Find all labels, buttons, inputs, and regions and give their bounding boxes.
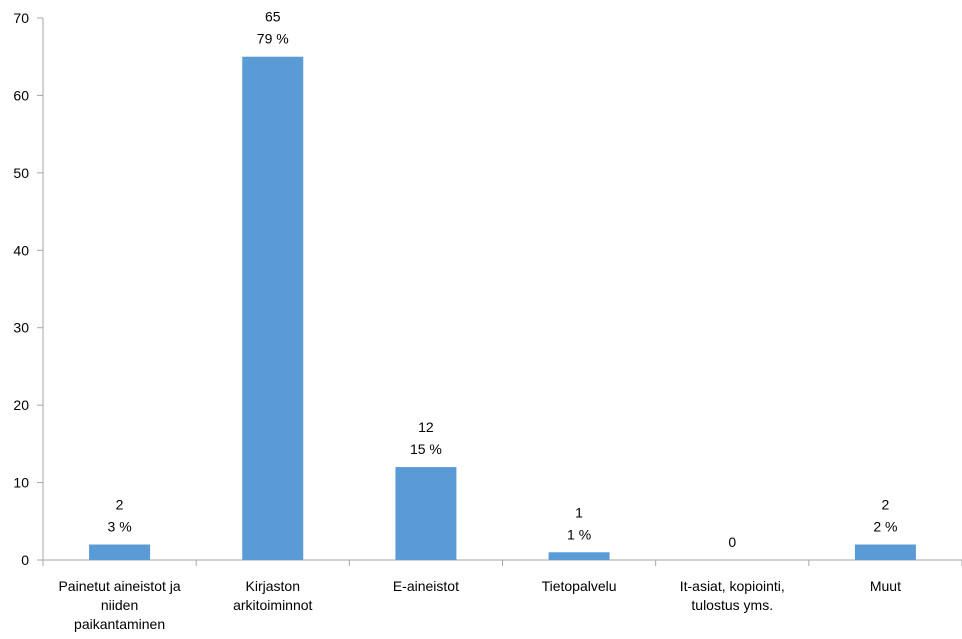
- x-category-label: It-asiat, kopiointi,: [680, 578, 785, 594]
- data-label-count: 65: [265, 9, 281, 25]
- bars: [89, 56, 916, 560]
- x-category-label: Muut: [870, 578, 901, 594]
- y-tick-label: 0: [21, 552, 29, 568]
- bar: [395, 467, 457, 560]
- data-label-count: 1: [575, 504, 583, 520]
- data-label-percent: 79 %: [257, 31, 289, 47]
- x-axis: Painetut aineistot ja niiden paikantaminen…: [42, 559, 962, 632]
- data-label-percent: 15 %: [410, 441, 442, 457]
- y-tick-label: 20: [13, 397, 29, 413]
- bar: [854, 544, 916, 560]
- y-tick-label: 30: [13, 320, 29, 336]
- x-category-label: niiden: [101, 597, 138, 613]
- y-tick-label: 50: [13, 165, 29, 181]
- y-axis: 0 10 20 30 40 50 60 70: [13, 10, 44, 568]
- data-label-percent: 3 %: [108, 519, 132, 535]
- y-tick-label: 10: [13, 475, 29, 491]
- x-category-label: Painetut aineistot ja: [58, 578, 180, 594]
- bar: [242, 56, 304, 560]
- x-category-label: paikantaminen: [74, 616, 165, 632]
- x-category-label: Tietopalvelu: [542, 578, 617, 594]
- data-label-count: 2: [882, 497, 890, 513]
- y-tick-label: 40: [13, 242, 29, 258]
- x-category-label: tulostus yms.: [691, 597, 773, 613]
- bar: [89, 544, 151, 560]
- data-label-count: 0: [728, 534, 736, 550]
- data-label-count: 12: [418, 419, 434, 435]
- y-tick-label: 70: [13, 10, 29, 26]
- x-category-label: arkitoiminnot: [233, 597, 312, 613]
- x-category-label: Kirjaston: [246, 578, 300, 594]
- bar: [548, 552, 610, 560]
- data-label-percent: 1 %: [567, 526, 591, 542]
- y-tick-label: 60: [13, 87, 29, 103]
- data-label-count: 2: [116, 497, 124, 513]
- x-category-label: E-aineistot: [393, 578, 459, 594]
- data-label-percent: 2 %: [873, 519, 897, 535]
- data-labels: 2 3 % 65 79 % 12 15 % 1 1 % 0 2 2 %: [108, 9, 898, 550]
